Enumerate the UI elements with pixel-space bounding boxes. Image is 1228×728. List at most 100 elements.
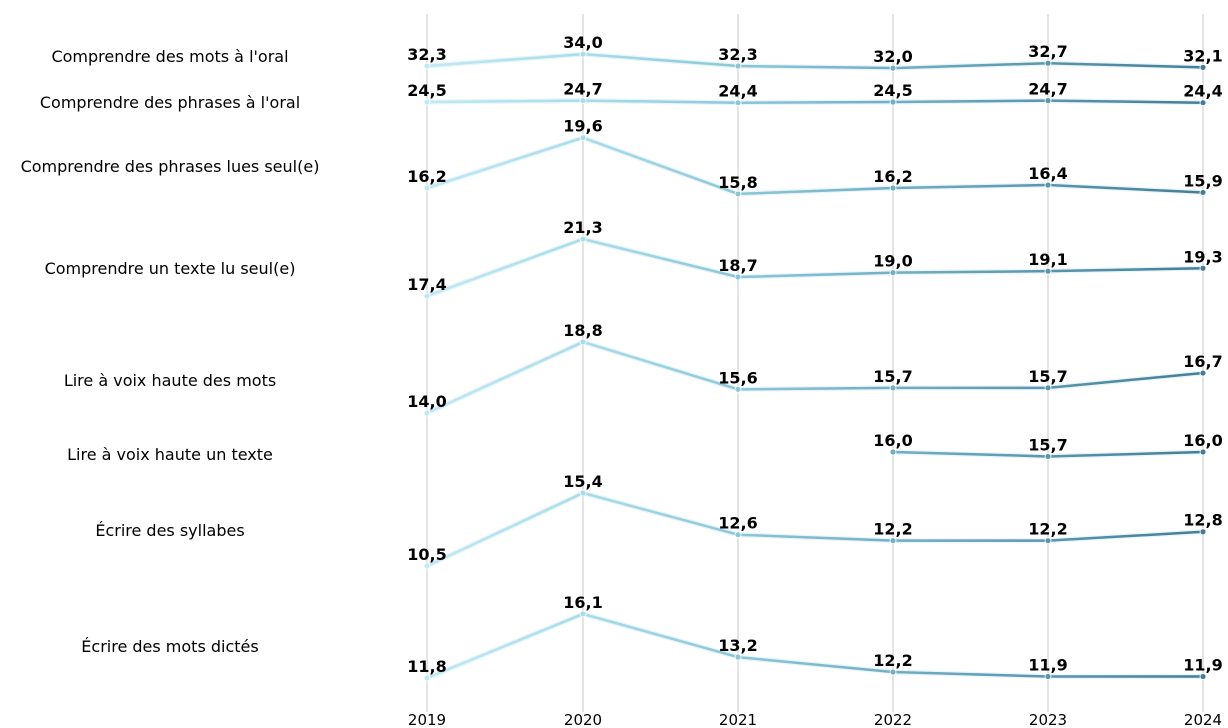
data-label: 16,0 [1183,431,1222,450]
data-label: 19,6 [563,117,602,136]
data-label: 32,3 [407,45,446,64]
series-line-segment [581,340,740,391]
series-line-segment [1046,267,1205,273]
series-lines [423,50,1207,682]
series-label: Comprendre des phrases lues seul(e) [21,157,320,176]
data-label: 32,1 [1183,46,1222,65]
data-label: 12,8 [1183,511,1222,530]
data-label: 32,3 [718,45,757,64]
data-point [423,292,431,300]
data-point [889,384,897,392]
data-point [889,448,897,456]
data-label: 16,0 [873,431,912,450]
data-point [734,99,742,107]
series-line-segment [736,186,895,196]
data-label: 12,6 [718,514,757,533]
data-point [423,674,431,682]
data-label: 15,9 [1183,171,1222,190]
series-line-segment [425,52,585,68]
series-line-segment [891,183,1050,190]
data-point [1199,189,1207,196]
data-point [889,64,897,72]
series-label: Comprendre des mots à l'oral [51,47,288,66]
data-label: 14,0 [407,392,446,411]
series-line-segment [1046,183,1205,194]
data-label: 11,8 [407,657,446,676]
data-point [579,235,587,243]
series-line-segment [1046,371,1205,390]
data-label: 17,4 [407,275,446,294]
data-labels: 32,3 34,0 32,3 32,0 32,7 32,1 24,5 24,7 24,4 24,5… [407,33,1222,676]
x-tick-label: 2021 [719,711,757,728]
data-point [734,273,742,281]
data-point [734,653,742,661]
data-label: 24,7 [563,80,602,99]
data-label: 21,3 [563,218,602,237]
series-line-segment [1046,99,1205,104]
data-label: 15,8 [718,173,757,192]
data-point [1199,264,1207,272]
data-point [1199,64,1207,71]
data-label: 13,2 [718,636,757,655]
series-line-segment [425,237,585,298]
x-tick-label: 2019 [408,711,446,728]
data-label: 16,1 [563,593,602,612]
data-label: 12,2 [873,651,912,670]
x-tick-label: 2023 [1029,711,1067,728]
data-point [1199,99,1207,107]
data-label: 12,2 [873,520,912,539]
data-point [1044,453,1052,460]
series-line-segment [581,136,740,196]
series-label: Comprendre un texte lu seul(e) [45,259,296,278]
data-point [1199,673,1207,680]
series-line-segment [736,655,895,674]
series-line-segment [891,61,1050,70]
x-tick-label: 2024 [1184,711,1222,728]
data-point [1044,267,1052,275]
data-point [423,184,431,192]
data-label: 11,9 [1183,656,1222,675]
data-point [579,97,587,104]
series-line-segment [736,271,895,279]
data-label: 16,4 [1028,164,1067,183]
series-line-segment [736,64,895,70]
series-line-segment [736,100,895,104]
data-point [1044,537,1052,545]
data-label: 16,2 [873,167,912,186]
data-label: 15,7 [873,367,912,386]
data-point [889,184,897,192]
data-label: 24,5 [407,81,446,100]
x-axis-labels: 2019 2020 2021 2022 2023 2024 [408,711,1222,728]
data-point [889,98,897,106]
data-point [889,668,897,676]
data-label: 11,9 [1028,656,1067,675]
data-point [579,610,587,618]
row-labels: Comprendre des mots à l'oral Comprendre d… [21,47,320,656]
series-label: Écrire des syllabes [95,521,244,540]
series-line-segment [1046,61,1205,69]
series-label: Comprendre des phrases à l'oral [40,93,300,112]
series-line-segment [1046,450,1205,458]
data-point [1044,59,1052,67]
data-point [1199,448,1207,456]
data-label: 15,7 [1028,367,1067,386]
series-line-segment [425,99,585,104]
data-label: 19,1 [1028,250,1067,269]
data-point [889,269,897,277]
series-line-segment [425,612,585,680]
series-line-segment [891,670,1050,678]
data-label: 32,7 [1028,42,1067,61]
data-point [1044,97,1052,104]
data-point [579,338,587,346]
data-point [423,62,431,70]
data-label: 15,6 [718,368,757,387]
data-label: 10,5 [407,545,446,564]
series-line-segment [425,491,585,568]
data-label: 16,7 [1183,352,1222,371]
data-point [1044,673,1052,680]
series-line-segment [891,99,1050,104]
x-tick-label: 2020 [564,711,602,728]
data-label: 15,7 [1028,435,1067,454]
